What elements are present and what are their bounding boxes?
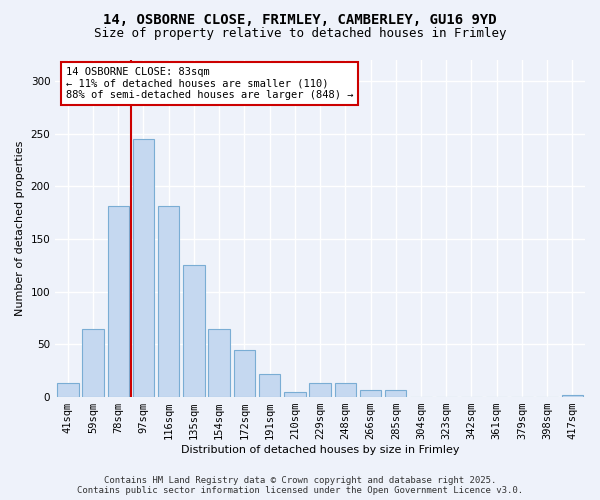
Bar [310, 384, 331, 397]
X-axis label: Distribution of detached houses by size in Frimley: Distribution of detached houses by size … [181, 445, 460, 455]
Bar [284, 392, 305, 397]
Bar [562, 395, 583, 397]
Bar [335, 384, 356, 397]
Text: Size of property relative to detached houses in Frimley: Size of property relative to detached ho… [94, 28, 506, 40]
Bar [107, 206, 129, 397]
Bar [57, 384, 79, 397]
Bar [360, 390, 381, 397]
Bar [158, 206, 179, 397]
Bar [385, 390, 406, 397]
Bar [208, 328, 230, 397]
Bar [259, 374, 280, 397]
Bar [233, 350, 255, 397]
Bar [183, 266, 205, 397]
Bar [82, 328, 104, 397]
Y-axis label: Number of detached properties: Number of detached properties [15, 141, 25, 316]
Text: 14, OSBORNE CLOSE, FRIMLEY, CAMBERLEY, GU16 9YD: 14, OSBORNE CLOSE, FRIMLEY, CAMBERLEY, G… [103, 12, 497, 26]
Text: 14 OSBORNE CLOSE: 83sqm
← 11% of detached houses are smaller (110)
88% of semi-d: 14 OSBORNE CLOSE: 83sqm ← 11% of detache… [66, 66, 353, 100]
Bar [133, 139, 154, 397]
Text: Contains HM Land Registry data © Crown copyright and database right 2025.
Contai: Contains HM Land Registry data © Crown c… [77, 476, 523, 495]
